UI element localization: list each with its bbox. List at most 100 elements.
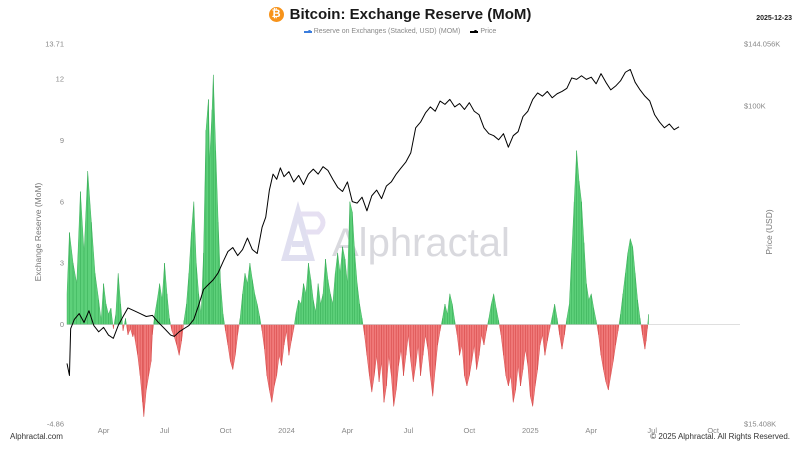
reserve-area-segment <box>178 324 182 356</box>
reserve-area-segment <box>366 324 370 376</box>
reserve-area-segment <box>183 304 187 325</box>
legend-item-price[interactable]: Price <box>470 28 496 35</box>
reserve-area-segment <box>169 318 171 325</box>
reserve-area-segment <box>378 324 382 382</box>
reserve-area-segment <box>322 259 326 325</box>
reserve-area-segment <box>69 232 74 325</box>
reserve-area-segment <box>317 283 321 325</box>
reserve-area-segment <box>305 263 309 325</box>
x-axis: Apr Jul Oct 2024 Apr Jul Oct 2025 Apr Jul Oct <box>98 426 720 435</box>
reserve-area-segment <box>217 222 221 325</box>
reserve-area-segment <box>410 324 414 382</box>
reserve-area-segment <box>510 324 514 403</box>
x-tick-label: Apr <box>585 426 597 435</box>
reserve-area-segment <box>386 324 390 386</box>
reserve-area-segment <box>557 324 560 335</box>
reserve-area-segment <box>242 273 246 325</box>
x-tick-label: Apr <box>98 426 110 435</box>
legend-dot-reserve-icon <box>307 30 311 33</box>
reserve-area-segment <box>139 324 143 403</box>
chart-title: Bitcoin: Exchange Reserve (MoM) <box>289 6 532 23</box>
reserve-area-segment <box>559 324 563 350</box>
reserve-area-segment <box>581 201 585 325</box>
reserve-area-segment <box>310 279 314 325</box>
reserve-area-segment <box>239 293 243 325</box>
reserve-area-segment <box>281 324 285 366</box>
reserve-area-segment <box>122 324 125 331</box>
reserve-area-segment <box>188 232 192 325</box>
right-tick-label: $100K <box>744 102 766 111</box>
reserve-area-segment <box>215 150 219 325</box>
reserve-area-segment <box>593 308 597 325</box>
reserve-area-segment <box>249 263 253 325</box>
reserve-area-segment <box>325 259 329 325</box>
footer-copyright: © 2025 Alphractal. All Rights Reserved. <box>650 432 790 441</box>
reserve-area-segment <box>427 324 431 376</box>
reserve-area-segment <box>618 314 621 325</box>
reserve-area-segment <box>625 252 629 325</box>
reserve-area-segment <box>115 273 119 325</box>
reserve-area-segment <box>232 324 236 370</box>
reserve-area-segment <box>254 293 258 325</box>
reserve-area-segment <box>294 312 297 325</box>
reserve-area-segment <box>87 171 92 325</box>
reserve-area-segment <box>313 299 316 325</box>
left-tick-label: 13.71 <box>45 40 64 49</box>
reserve-area-segment <box>83 171 88 325</box>
reserve-area-segment <box>642 324 646 350</box>
reserve-area-segment <box>91 222 96 325</box>
reserve-area-segment <box>449 293 453 325</box>
x-tick-label: 2024 <box>278 426 295 435</box>
reserve-area-segment <box>447 293 451 325</box>
reserve-area-segment <box>550 316 553 325</box>
reserve-area-segment <box>381 324 385 403</box>
reserve-area-segment <box>517 324 521 386</box>
reserve-area-segment <box>293 324 295 329</box>
reserve-area-segment <box>94 273 99 325</box>
reserve-area-segment <box>203 130 207 325</box>
reserve-area-segment <box>417 324 421 376</box>
chart-legend[interactable]: Reserve on Exchanges (Stacked, USD) (MOM… <box>0 28 800 35</box>
reserve-area-segment <box>66 232 70 325</box>
reserve-area-segment <box>105 304 109 325</box>
reserve-area-segment <box>143 324 147 417</box>
reserve-area-segment <box>544 324 548 356</box>
x-tick-label: Jul <box>647 426 657 435</box>
reserve-area-segment <box>578 181 582 325</box>
x-tick-label: Oct <box>707 426 720 435</box>
reserve-area-segment <box>422 324 426 356</box>
reserve-area-segment <box>420 324 424 376</box>
reserve-area-segment <box>598 324 602 356</box>
reserve-area-segment <box>434 324 438 370</box>
reserve-area-segment <box>259 316 262 325</box>
reserve-area-segment <box>596 324 599 335</box>
reserve-area-segment <box>613 324 616 362</box>
reserve-area-segment <box>320 293 324 325</box>
reserve-area-segment <box>534 324 538 386</box>
reserve-area-segment <box>432 324 436 397</box>
reserve-area-segment <box>444 304 448 325</box>
reserve-area-segment <box>527 324 531 397</box>
reserve-area-segment <box>225 324 229 346</box>
reserve-area-segment <box>405 324 409 356</box>
reserve-area-segment <box>72 263 77 325</box>
reserve-area-segment <box>637 299 641 325</box>
left-tick-label: 12 <box>56 74 64 83</box>
date-label: 2025-12-23 <box>756 15 792 22</box>
legend-item-reserve[interactable]: Reserve on Exchanges (Stacked, USD) (MOM… <box>303 28 460 35</box>
reserve-area-segment <box>171 324 175 337</box>
reserve-area-segment <box>522 324 526 370</box>
reserve-area-segment <box>300 283 304 325</box>
reserve-area-segment <box>408 324 412 362</box>
reserve-area-segment <box>532 324 536 407</box>
reserve-area-segment <box>113 324 115 329</box>
reserve-area-segment <box>361 318 364 325</box>
legend-dot-price-icon <box>474 30 478 33</box>
reserve-area-segment <box>176 324 180 356</box>
reserve-area-segment <box>588 293 592 325</box>
reserve-area-segment <box>615 324 619 346</box>
left-axis: 13.71 12 9 6 3 0 -4.86 <box>45 40 64 429</box>
x-tick-label: Oct <box>220 426 233 435</box>
reserve-area-segment <box>415 324 419 366</box>
